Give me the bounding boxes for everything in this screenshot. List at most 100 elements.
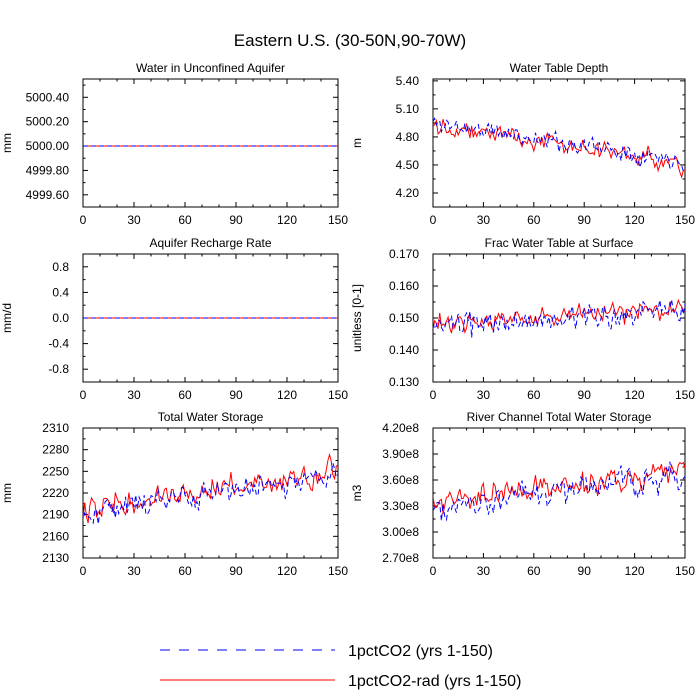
y-tick-label: 4999.60: [26, 188, 70, 202]
panel-title: Water Table Depth: [510, 61, 609, 75]
x-tick-label: 150: [675, 564, 695, 578]
x-tick-label: 120: [277, 388, 297, 402]
x-tick-label: 0: [430, 564, 437, 578]
y-tick-label: 3.30e8: [382, 499, 419, 513]
x-tick-label: 0: [80, 564, 87, 578]
y-tick-label: 2280: [42, 443, 69, 457]
legend-label-1pctco2-rad: 1pctCO2-rad (yrs 1-150): [348, 673, 521, 690]
y-tick-label: 3.00e8: [382, 525, 419, 539]
y-tick-label: 0.140: [389, 343, 419, 357]
panel-title: Total Water Storage: [158, 410, 264, 424]
y-tick-label: 0.130: [389, 375, 419, 389]
legend-label-1pctco2: 1pctCO2 (yrs 1-150): [348, 643, 493, 660]
x-tick-label: 150: [328, 213, 348, 227]
y-tick-label: 0.4: [52, 285, 69, 299]
y-tick-label: 3.60e8: [382, 473, 419, 487]
y-axis-label: unitless [0-1]: [350, 284, 364, 352]
x-tick-label: 90: [229, 388, 243, 402]
y-axis-label: mm/d: [0, 303, 14, 333]
panel-title: Aquifer Recharge Rate: [149, 236, 271, 250]
x-tick-label: 90: [578, 213, 592, 227]
series-line-1pctco2-rad: [433, 461, 685, 515]
x-tick-label: 60: [178, 388, 192, 402]
y-tick-label: 2130: [42, 551, 69, 565]
x-tick-label: 30: [127, 388, 141, 402]
x-tick-label: 30: [127, 564, 141, 578]
x-tick-label: 150: [675, 388, 695, 402]
y-tick-label: -0.4: [48, 337, 69, 351]
y-tick-label: 2160: [42, 529, 69, 543]
y-axis-label: m: [350, 138, 364, 148]
x-tick-label: 90: [229, 213, 243, 227]
x-tick-label: 90: [229, 564, 243, 578]
y-tick-label: 0.160: [389, 279, 419, 293]
y-tick-label: 0.0: [52, 311, 69, 325]
panel-3: Aquifer Recharge Rate mm/d 0 30 60 90 120 150 -0…: [0, 236, 348, 402]
x-tick-label: 120: [277, 564, 297, 578]
y-tick-label: 5000.20: [26, 115, 70, 129]
y-tick-label: 0.170: [389, 247, 419, 261]
x-tick-label: 60: [527, 213, 541, 227]
legend: 1pctCO2 (yrs 1-150) 1pctCO2-rad (yrs 1-1…: [160, 643, 521, 690]
x-tick-label: 150: [675, 213, 695, 227]
y-tick-label: 5.40: [396, 74, 420, 88]
y-axis-label: mm: [0, 133, 14, 153]
y-tick-label: -0.8: [48, 362, 69, 376]
panel-4: Frac Water Table at Surface unitless [0-1…: [350, 236, 695, 402]
x-tick-label: 30: [477, 213, 491, 227]
y-tick-label: 4999.80: [26, 163, 70, 177]
x-tick-label: 120: [625, 564, 645, 578]
x-tick-label: 30: [477, 388, 491, 402]
x-tick-label: 60: [178, 213, 192, 227]
x-tick-label: 0: [430, 213, 437, 227]
y-tick-label: 5.10: [396, 102, 420, 116]
x-tick-label: 0: [430, 388, 437, 402]
y-tick-label: 5000.00: [26, 139, 70, 153]
y-tick-label: 4.50: [396, 158, 420, 172]
panel-6: River Channel Total Water Storage m3 0 30 60…: [350, 410, 695, 578]
x-tick-label: 90: [578, 564, 592, 578]
panel-title: Water in Unconfined Aquifer: [136, 61, 285, 75]
x-tick-label: 90: [578, 388, 592, 402]
x-tick-label: 0: [80, 213, 87, 227]
y-axis-label: m3: [350, 484, 364, 501]
y-tick-label: 4.80: [396, 130, 420, 144]
panel-5: Total Water Storage mm 0 30 60 90 120 150 2130 21…: [0, 410, 348, 578]
x-tick-label: 120: [625, 213, 645, 227]
y-tick-label: 2310: [42, 421, 69, 435]
y-tick-label: 3.90e8: [382, 447, 419, 461]
x-tick-label: 60: [527, 388, 541, 402]
series-line-1pctco2: [433, 461, 685, 522]
series-line-1pctco2-rad: [83, 452, 338, 524]
series-line-1pctco2: [433, 299, 685, 338]
series-line-1pctco2-rad: [433, 298, 685, 335]
series-line-1pctco2: [433, 116, 685, 173]
figure-title: Eastern U.S. (30-50N,90-70W): [234, 31, 466, 50]
y-tick-label: 0.150: [389, 311, 419, 325]
y-tick-label: 2250: [42, 464, 69, 478]
x-tick-label: 30: [477, 564, 491, 578]
y-tick-label: 2.70e8: [382, 551, 419, 565]
chart-panels: Water in Unconfined Aquifer mm 0 30 60 90 120 1…: [0, 61, 695, 578]
x-tick-label: 120: [277, 213, 297, 227]
y-tick-label: 0.8: [52, 260, 69, 274]
x-tick-label: 150: [328, 388, 348, 402]
y-tick-label: 4.20e8: [382, 421, 419, 435]
plot-frame: [82, 78, 339, 208]
series-line-1pctco2: [83, 462, 338, 525]
y-axis-label: mm: [0, 483, 14, 503]
panel-1: Water in Unconfined Aquifer mm 0 30 60 90 120 1…: [0, 61, 348, 227]
x-tick-label: 0: [80, 388, 87, 402]
x-tick-label: 60: [178, 564, 192, 578]
plot-frame: [432, 427, 686, 559]
x-tick-label: 30: [127, 213, 141, 227]
x-tick-label: 120: [625, 388, 645, 402]
y-tick-label: 5000.40: [26, 90, 70, 104]
x-tick-label: 60: [527, 564, 541, 578]
panel-2: Water Table Depth m 0 30 60 90 120 150 4.20 4.50 4…: [350, 61, 695, 227]
series-line-1pctco2-rad: [433, 118, 685, 179]
y-tick-label: 4.20: [396, 186, 420, 200]
panel-title: River Channel Total Water Storage: [467, 410, 652, 424]
plot-frame: [432, 78, 686, 208]
